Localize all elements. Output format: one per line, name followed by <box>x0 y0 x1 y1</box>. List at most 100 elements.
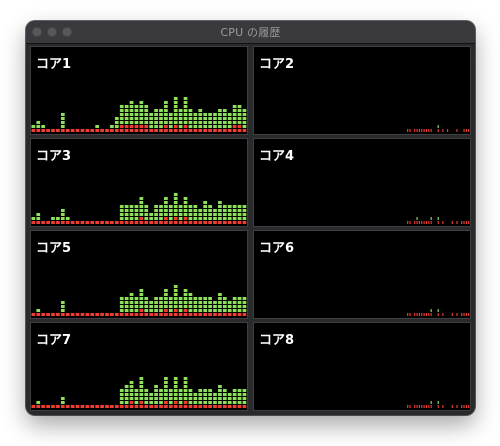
user-load-segment <box>173 193 178 196</box>
system-load-segment <box>465 405 467 408</box>
user-load-segment <box>154 393 158 396</box>
system-load-segment <box>31 405 36 408</box>
system-load-segment <box>164 217 168 220</box>
system-load-segment <box>173 401 178 404</box>
user-load-segment <box>60 309 65 312</box>
system-load-segment <box>124 125 129 128</box>
user-load-segment <box>159 297 163 300</box>
user-load-segment <box>154 213 158 216</box>
user-load-segment <box>144 401 149 404</box>
cpu-history-window: CPU の履歴 コア1 コア2 コア3 コア4 コア5 コア6 コア7 コア8 <box>26 21 475 415</box>
system-load-segment <box>456 313 458 316</box>
system-load-segment <box>129 221 134 224</box>
system-load-segment <box>119 129 124 132</box>
user-load-segment <box>164 289 168 292</box>
user-load-segment <box>164 109 168 112</box>
system-load-segment <box>407 129 409 132</box>
user-load-segment <box>232 401 237 404</box>
zoom-button[interactable] <box>62 27 72 37</box>
user-load-segment <box>188 305 193 308</box>
user-load-segment <box>36 309 41 312</box>
user-load-segment <box>36 213 41 216</box>
user-load-segment <box>208 297 212 300</box>
user-load-segment <box>183 113 188 116</box>
user-load-segment <box>242 205 247 208</box>
user-load-segment <box>203 301 208 304</box>
minimize-button[interactable] <box>47 27 57 37</box>
title-bar[interactable]: CPU の履歴 <box>26 21 475 44</box>
user-load-segment <box>173 205 178 208</box>
user-load-segment <box>193 125 198 128</box>
user-load-segment <box>119 209 124 212</box>
user-load-segment <box>119 121 124 124</box>
user-load-segment <box>154 113 158 116</box>
system-load-segment <box>134 221 139 224</box>
user-load-segment <box>134 205 139 208</box>
core-panel-1: コア1 <box>30 46 248 135</box>
user-load-segment <box>139 113 144 116</box>
user-load-segment <box>193 393 198 396</box>
user-load-segment <box>164 301 168 304</box>
user-load-segment <box>188 113 193 116</box>
user-load-segment <box>134 393 139 396</box>
user-load-segment <box>193 401 198 404</box>
user-load-segment <box>237 309 242 312</box>
system-load-segment <box>425 129 428 132</box>
user-load-segment <box>119 397 124 400</box>
user-load-segment <box>134 297 139 300</box>
user-load-segment <box>227 125 232 128</box>
user-load-segment <box>232 301 237 304</box>
user-load-segment <box>139 301 144 304</box>
user-load-segment <box>218 205 222 208</box>
system-load-segment <box>461 313 463 316</box>
cpu-history-graph <box>407 309 470 316</box>
system-load-segment <box>409 221 411 224</box>
user-load-segment <box>168 205 173 208</box>
user-load-segment <box>237 113 242 116</box>
user-load-segment <box>193 301 198 304</box>
user-load-segment <box>119 213 124 216</box>
user-load-segment <box>119 205 124 208</box>
user-load-segment <box>144 109 149 112</box>
system-load-segment <box>51 405 55 408</box>
system-load-segment <box>203 221 208 224</box>
system-load-segment <box>80 405 85 408</box>
user-load-segment <box>159 389 163 392</box>
system-load-segment <box>173 217 178 220</box>
user-load-segment <box>173 105 178 108</box>
user-load-segment <box>218 217 222 220</box>
system-load-segment <box>105 129 109 132</box>
system-load-segment <box>60 405 65 408</box>
user-load-segment <box>218 117 222 120</box>
user-load-segment <box>173 397 178 400</box>
system-load-segment <box>218 221 222 224</box>
user-load-segment <box>178 125 183 128</box>
user-load-segment <box>114 125 119 128</box>
user-load-segment <box>188 121 193 124</box>
close-button[interactable] <box>32 27 42 37</box>
user-load-segment <box>154 109 158 112</box>
user-load-segment <box>237 297 242 300</box>
user-load-segment <box>36 121 41 124</box>
user-load-segment <box>173 97 178 100</box>
cpu-history-graph <box>31 377 247 408</box>
user-load-segment <box>60 117 65 120</box>
cpu-history-graph <box>407 217 470 224</box>
system-load-segment <box>213 221 217 224</box>
user-load-segment <box>242 297 247 300</box>
user-load-segment <box>227 301 232 304</box>
user-load-segment <box>139 397 144 400</box>
system-load-segment <box>95 221 100 224</box>
user-load-segment <box>173 209 178 212</box>
user-load-segment <box>154 309 158 312</box>
user-load-segment <box>208 217 212 220</box>
user-load-segment <box>218 297 222 300</box>
user-load-segment <box>139 385 144 388</box>
system-load-segment <box>154 313 158 316</box>
user-load-segment <box>164 197 168 200</box>
user-load-segment <box>139 305 144 308</box>
user-load-segment <box>227 397 232 400</box>
system-load-segment <box>168 405 173 408</box>
user-load-segment <box>188 125 193 128</box>
user-load-segment <box>198 217 203 220</box>
